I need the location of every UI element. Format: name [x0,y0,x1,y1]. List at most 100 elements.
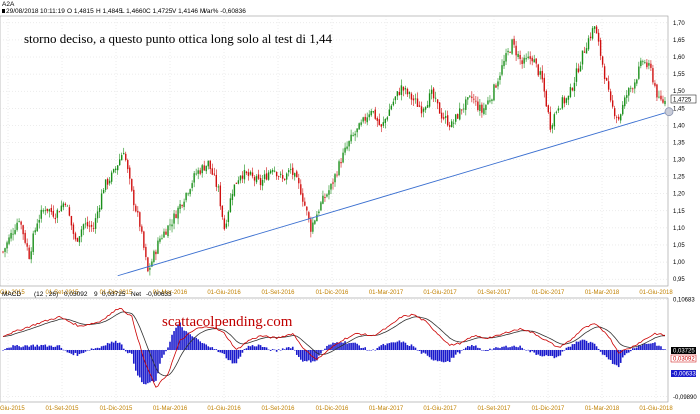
candle-body [193,173,195,183]
histogram-bar [147,350,149,384]
histogram-bar [607,350,610,360]
candle-body [104,179,107,190]
candle-body [175,214,177,219]
candle-body [286,173,288,180]
candle-body [181,205,183,207]
histogram-bar [32,344,34,350]
candle-body [358,123,360,130]
histogram-bar [110,341,113,350]
header-open: O 1,4815 [67,8,94,15]
histogram-bar [118,342,121,350]
candle-body [288,170,290,173]
histogram-bar [565,347,568,350]
candle-body [314,220,316,224]
histogram-bar [100,346,103,350]
last-price-label: 1,4725 [673,98,692,104]
price-tick-label: 1,30 [673,158,685,164]
histogram-bar [90,348,93,350]
histogram-bar [591,342,594,350]
candle-body [74,233,77,240]
x-tick-label: 01-Dic-2016 [316,406,349,412]
symbol-label: A2A [2,1,15,8]
candle-body [342,152,344,163]
histogram-bar [583,339,586,350]
candle-body [396,91,399,97]
histogram-bar [521,347,523,350]
histogram-bar [159,350,161,364]
histogram-bar [273,349,276,351]
histogram-bar [10,347,12,350]
candle-body [543,77,545,92]
candle-body [499,75,501,80]
histogram-bar [231,350,234,364]
histogram-bar [545,350,548,356]
histogram-bar [410,344,413,350]
histogram-bar [66,350,69,353]
candle-body [30,251,32,260]
histogram-bar [76,350,79,356]
histogram-bar [414,347,417,350]
histogram-bar [533,350,536,353]
candle-body [344,147,346,153]
histogram-bar [191,336,193,350]
candle-body [471,96,473,98]
candle-body [308,212,310,219]
candle-body [483,108,485,114]
candle-body [161,237,163,239]
histogram-bar [42,345,45,350]
histogram-bar [418,350,421,351]
candle-body [127,160,129,170]
macd-signal-value: 0,03725 [102,291,126,298]
candle-body [597,32,600,42]
histogram-bar [108,343,111,350]
histogram-bar [233,350,236,364]
histogram-bar [295,350,298,355]
candle-body [80,229,83,237]
candle-body [531,57,533,62]
candle-body [106,178,109,185]
candle-body [82,224,85,230]
histogram-bar [595,346,598,350]
candle-body [603,66,606,80]
price-tick-label: 1,05 [673,243,685,249]
candle-body [577,68,580,73]
candle-body [58,211,61,213]
candle-body [229,198,232,213]
candle-body [16,222,18,230]
x-tick-label: 01-Mar-2017 [369,406,404,412]
price-tick-label: 1,20 [673,192,685,198]
price-tick-label: 1,50 [673,89,685,95]
histogram-bar [553,350,556,359]
histogram-bar [215,349,218,350]
candle-body [428,93,431,107]
candle-body [42,210,44,212]
histogram-bar [243,349,246,350]
candle-body [36,223,38,232]
histogram-bar [519,345,521,350]
histogram-bar [613,350,616,365]
candle-body [537,64,539,76]
candle-body [119,159,121,166]
candle-body [360,122,362,125]
histogram-bar [209,347,212,350]
candle-body [461,109,463,111]
histogram-bar [155,350,157,381]
histogram-bar [467,346,469,350]
candle-body [92,228,95,230]
histogram-bar [529,350,531,353]
macd-net-label: Net [131,291,141,298]
histogram-bar [219,350,222,353]
histogram-bar [428,350,431,358]
candle-body [644,62,646,63]
histogram-bar [324,348,326,350]
candle-body [559,108,562,110]
candle-body [306,206,308,211]
price-tick-label: 1,10 [673,226,685,232]
candle-body [422,108,425,112]
header-low: L 1,4660 [121,8,146,15]
histogram-bar [483,350,485,351]
candle-body [352,135,354,136]
candle-body [525,58,527,60]
histogram-bar [396,341,399,350]
